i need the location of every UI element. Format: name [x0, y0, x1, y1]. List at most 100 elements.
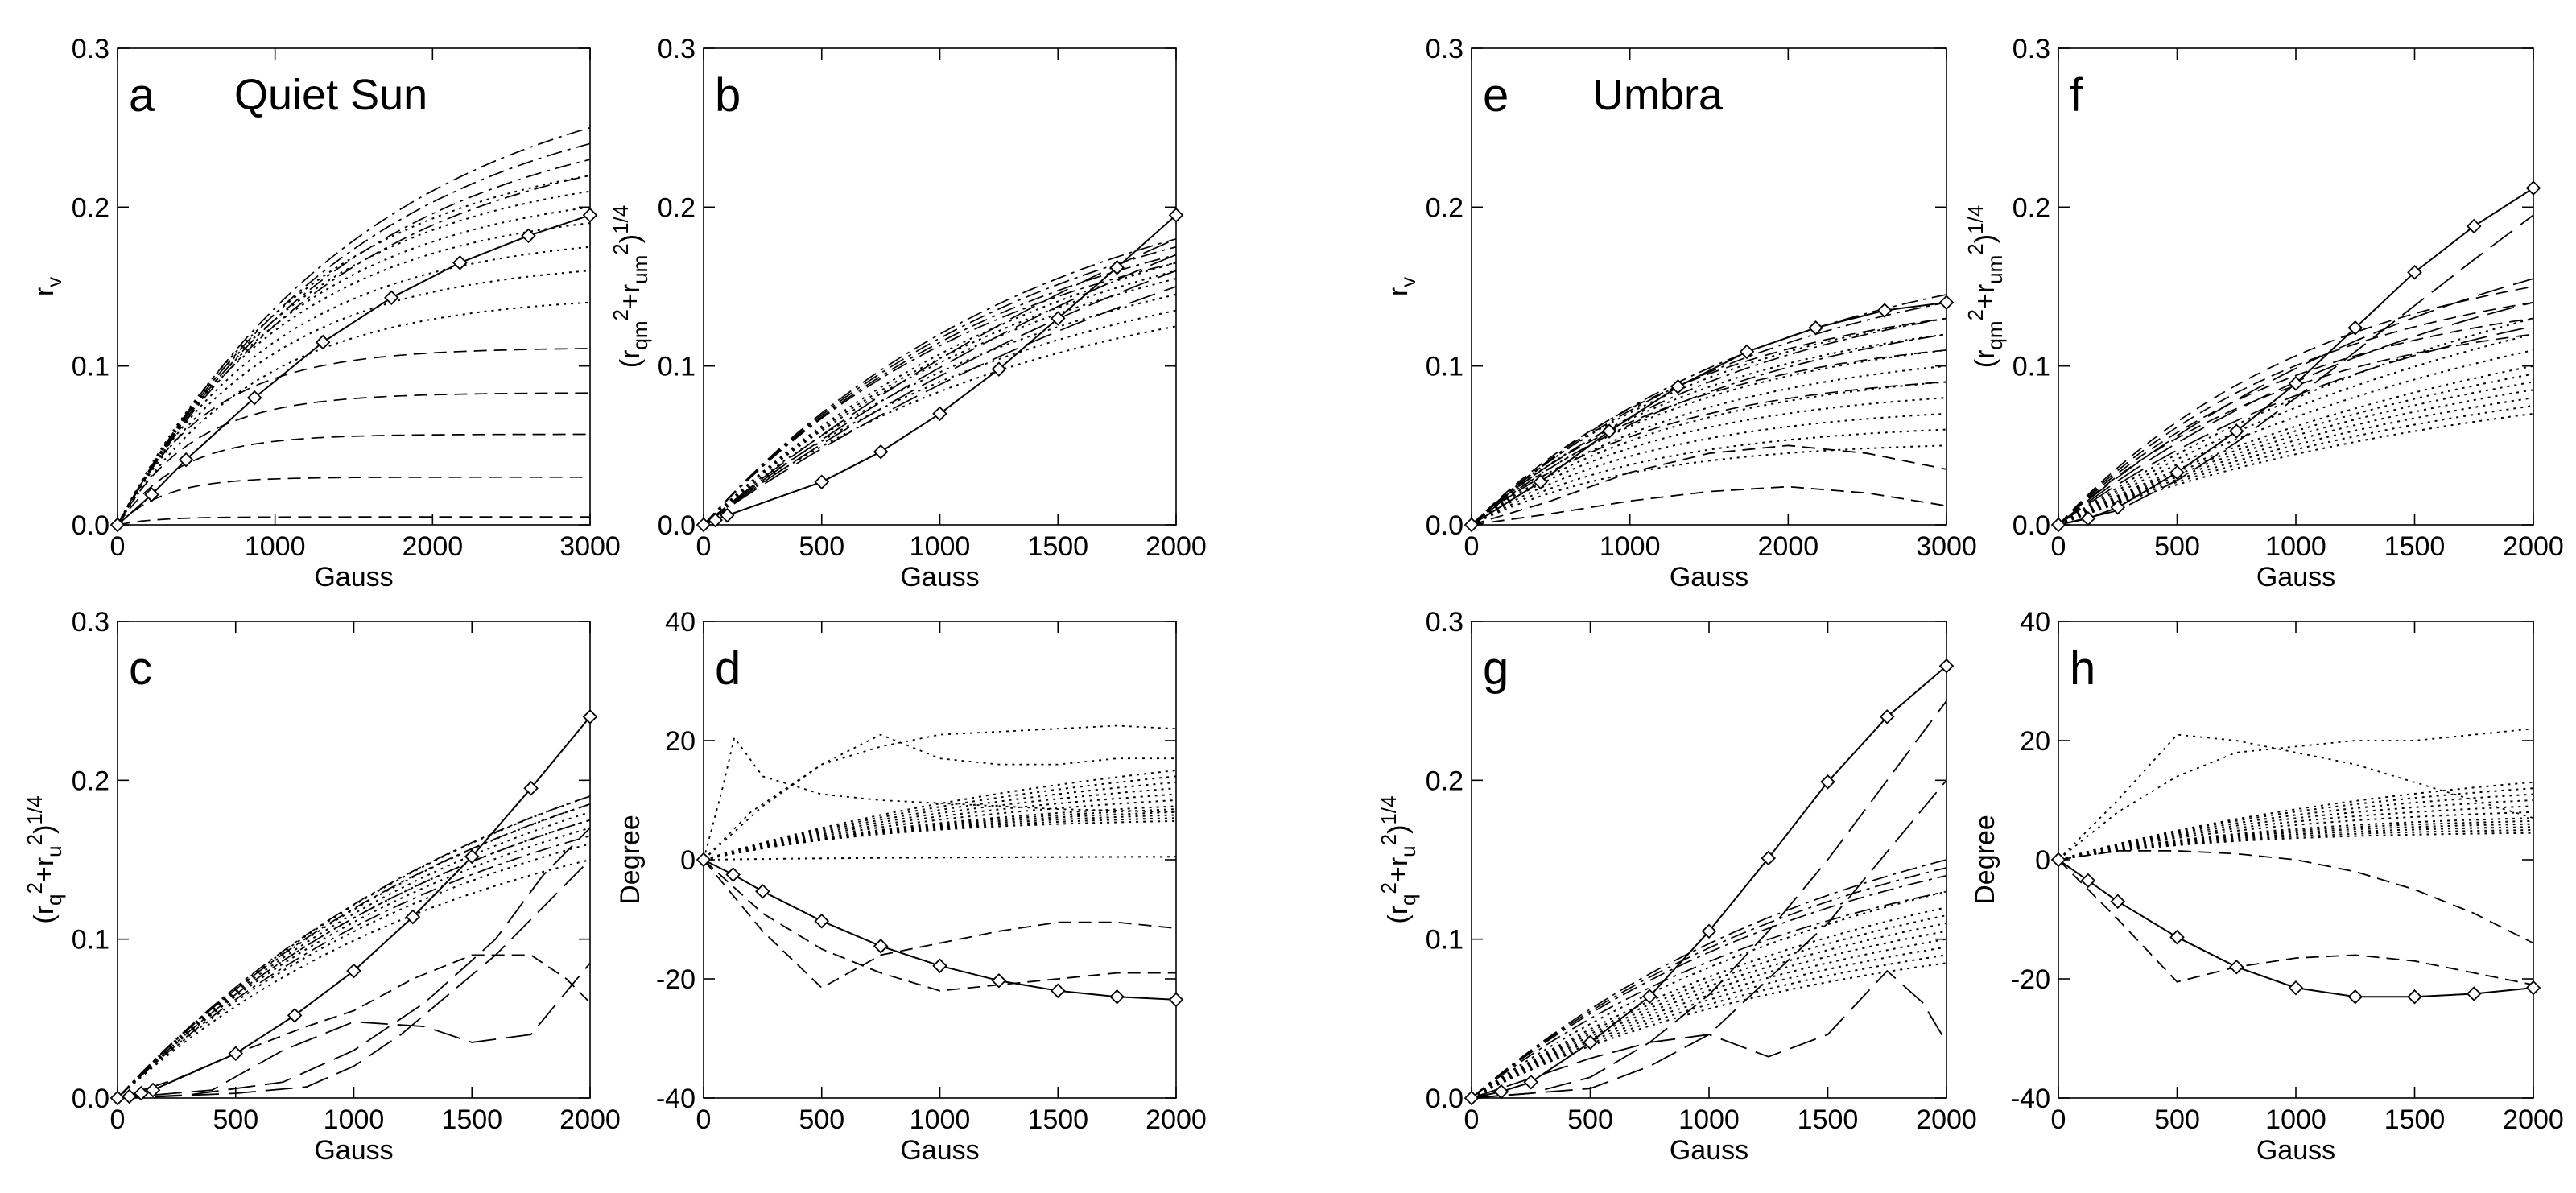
series-dashdot-line — [118, 175, 590, 525]
x-tick-label: 3000 — [1916, 531, 1977, 562]
series-dashdot-line — [704, 254, 1176, 525]
series-dashed-line — [1472, 444, 1946, 525]
x-axis-label: Gauss — [2256, 562, 2335, 592]
series-longdash-line — [2058, 301, 2533, 525]
diamond-marker — [991, 361, 1007, 377]
series-dashed-line — [118, 433, 590, 525]
diamond-marker — [1808, 320, 1823, 336]
series-dotted-line — [2058, 787, 2533, 861]
series-dotted-line — [704, 270, 1176, 525]
diamond-marker — [1820, 774, 1835, 790]
series-dotted-line — [1472, 349, 1946, 525]
series-dashdot-line — [118, 795, 590, 1098]
series-dashed-line — [1472, 317, 1946, 525]
diamond-marker — [1533, 474, 1548, 489]
x-tick-label: 1500 — [1798, 1104, 1859, 1135]
panel-c-plot-area — [118, 716, 590, 1098]
series-dotted-line — [2058, 817, 2533, 861]
x-tick-label: 2000 — [402, 531, 464, 562]
series-dotted-line — [118, 246, 590, 525]
diamond-marker — [1050, 983, 1066, 999]
y-tick-label: 0 — [680, 845, 696, 876]
y-tick-label: 0.0 — [72, 1084, 109, 1114]
panel-letter: a — [129, 69, 155, 122]
x-tick-label: 2000 — [2503, 1104, 2564, 1135]
panel-d-frame — [703, 621, 1177, 1099]
series-longdash-line — [118, 962, 590, 1098]
diamond-marker — [228, 1046, 244, 1062]
series-dotted-line — [704, 770, 1176, 861]
panel-a-frame — [117, 47, 591, 526]
diamond-marker — [1583, 1034, 1598, 1051]
y-tick-label: 0.1 — [1426, 352, 1463, 382]
diamond-marker — [109, 1090, 126, 1106]
series-dotted-line — [2058, 349, 2533, 525]
diamond-marker — [991, 972, 1007, 989]
series-longdash-line — [1472, 700, 1946, 1098]
panel-h-plot-area — [2058, 728, 2533, 998]
series-dotted-line — [1472, 914, 1946, 1098]
panel-title: Quiet Sun — [234, 71, 427, 119]
series-longdash-line — [118, 859, 590, 1098]
y-tick-label: 0.1 — [1426, 925, 1463, 956]
series-dashed-line — [1472, 381, 1946, 525]
panel-g: 0 500 1000 1500 2000 0.0 0.1 0.2 0.3 Gauss (rq2+ru… — [1377, 607, 1977, 1166]
series-dotted-line — [2058, 317, 2533, 525]
panel-a-plot-area — [118, 126, 590, 525]
series-dotted-line — [2058, 405, 2533, 525]
diamond-marker — [2347, 989, 2363, 1005]
diamond-marker — [2466, 986, 2482, 1001]
diamond-marker — [1876, 303, 1893, 318]
x-tick-label: 0 — [110, 531, 126, 562]
series-dotted-line — [2058, 811, 2533, 861]
series-dashdot-line — [704, 262, 1176, 525]
series-dotted-line — [1472, 946, 1946, 1098]
y-tick-label: 0.2 — [72, 766, 109, 796]
series-solid-diamond-line — [1472, 301, 1946, 525]
diamond-marker — [1670, 379, 1686, 394]
series-longdash-line — [704, 254, 1176, 525]
diamond-marker — [582, 207, 598, 223]
series-dotted-line — [704, 793, 1176, 861]
series-longdash-line — [1472, 969, 1946, 1098]
diamond-marker — [2288, 376, 2304, 391]
y-tick-label: 0 — [2035, 845, 2050, 876]
series-dashed-line — [118, 516, 590, 525]
series-dashdot-line — [118, 126, 590, 525]
series-dotted-line — [2058, 799, 2533, 861]
diamond-marker — [178, 452, 194, 468]
diamond-marker — [932, 958, 947, 973]
y-axis-label: (rq2+ru2)1/4 — [1377, 795, 1420, 923]
y-tick-label: 0.3 — [1426, 34, 1463, 64]
series-dotted-line — [2058, 781, 2533, 861]
series-dotted-line — [2058, 805, 2533, 861]
diamond-marker — [696, 517, 712, 533]
series-dotted-line — [1472, 333, 1946, 525]
diamond-marker — [1168, 207, 1184, 223]
x-tick-label: 500 — [2154, 1104, 2200, 1135]
panel-letter: g — [1483, 642, 1509, 695]
panel-c: 0 500 1000 1500 2000 0.0 0.1 0.2 0.3 Gauss (rq2+ru… — [23, 607, 621, 1166]
y-tick-label: 0.3 — [72, 34, 109, 64]
panel-h-frame — [2058, 621, 2534, 1099]
x-tick-label: 1000 — [1600, 531, 1661, 562]
diamond-marker — [144, 487, 159, 502]
series-dotted-line — [2058, 365, 2533, 525]
y-axis-label: (rqm2+rum2)1/4 — [1963, 205, 2007, 369]
series-dotted-line — [2058, 412, 2533, 525]
x-tick-label: 1500 — [441, 1104, 502, 1135]
diamond-marker — [2110, 500, 2126, 515]
series-dashdot-line — [118, 803, 590, 1098]
diamond-marker — [383, 290, 399, 306]
panel-g-frame — [1471, 621, 1947, 1099]
x-tick-label: 1000 — [2265, 1104, 2326, 1135]
series-dotted-line — [704, 856, 1176, 861]
diamond-marker — [696, 852, 712, 868]
x-tick-label: 2000 — [1146, 1104, 1207, 1135]
series-dotted-line — [118, 795, 590, 1098]
diamond-marker — [1938, 658, 1955, 674]
series-longdash-line — [118, 827, 590, 1098]
y-tick-label: 0.2 — [72, 192, 109, 223]
diamond-marker — [287, 1008, 303, 1023]
series-dotted-line — [704, 787, 1176, 861]
